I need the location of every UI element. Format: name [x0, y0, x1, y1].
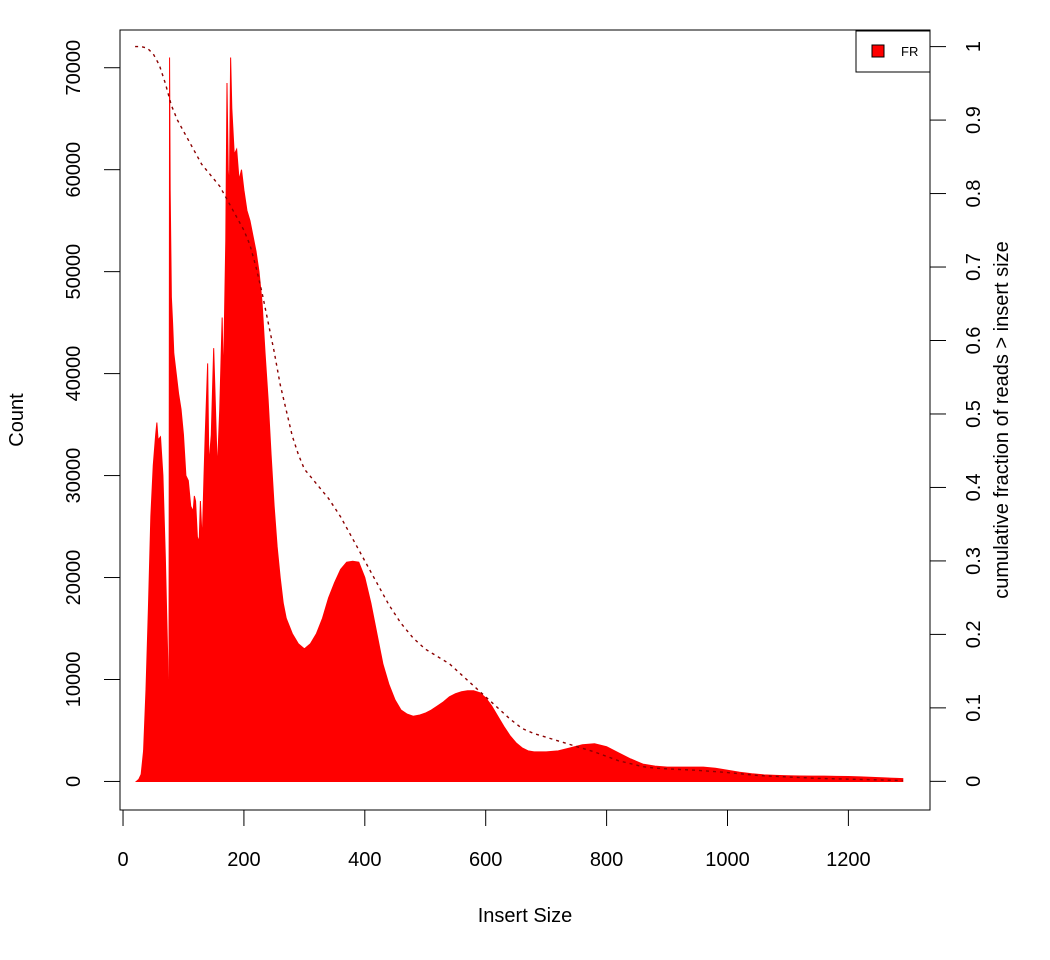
- y2-tick-label: 0.3: [963, 547, 985, 575]
- y-tick-label: 0: [63, 776, 85, 787]
- y2-tick-label: 0.7: [963, 253, 985, 281]
- y2-tick-label: 0.9: [963, 106, 985, 134]
- y-tick-label: 10000: [63, 652, 85, 708]
- y-tick-label: 60000: [63, 142, 85, 198]
- cumulative-layer: [135, 45, 903, 782]
- y-axis-label: Count: [6, 393, 28, 447]
- x-tick-label: 0: [117, 849, 128, 871]
- y-tick-label: 20000: [63, 550, 85, 606]
- x-tick-label: 400: [348, 849, 381, 871]
- y2-tick-label: 0.5: [963, 400, 985, 428]
- x-tick-label: 600: [469, 849, 502, 871]
- y-tick-label: 30000: [63, 448, 85, 504]
- y2-axis: 0 0.1 0.2 0.3 0.4 0.5 0.6 0.7 0.8 0.9 1: [929, 41, 985, 787]
- legend-box: [855, 30, 931, 73]
- y2-tick-label: 1: [963, 41, 985, 52]
- y-tick-label: 50000: [63, 244, 85, 300]
- x-axis: 0 200 400 600 800 1000 1200: [117, 809, 871, 871]
- x-tick-label: 1000: [705, 849, 750, 871]
- y-axis: 0 10000 20000 30000 40000 50000 60000 70000: [63, 40, 121, 787]
- histogram-layer: [134, 57, 904, 782]
- y2-tick-label: 0: [963, 776, 985, 787]
- y2-tick-label: 0.4: [963, 474, 985, 502]
- y2-tick-label: 0.6: [963, 327, 985, 355]
- legend-entry-fr: FR: [901, 44, 918, 59]
- y2-tick-label: 0.8: [963, 180, 985, 208]
- cumulative-fraction-line: [135, 45, 903, 782]
- x-tick-label: 1200: [826, 849, 871, 871]
- x-tick-label: 800: [590, 849, 623, 871]
- y2-tick-label: 0.1: [963, 694, 985, 722]
- y-tick-label: 40000: [63, 346, 85, 402]
- histogram-area-fr: [134, 57, 904, 782]
- legend-swatch-fr: [871, 44, 885, 58]
- y-tick-label: 70000: [63, 40, 85, 96]
- legend: FR: [855, 30, 931, 73]
- y2-axis-label: cumulative fraction of reads > insert si…: [991, 241, 1013, 598]
- y2-tick-label: 0.2: [963, 620, 985, 648]
- x-axis-label: Insert Size: [478, 905, 572, 927]
- x-tick-label: 200: [227, 849, 260, 871]
